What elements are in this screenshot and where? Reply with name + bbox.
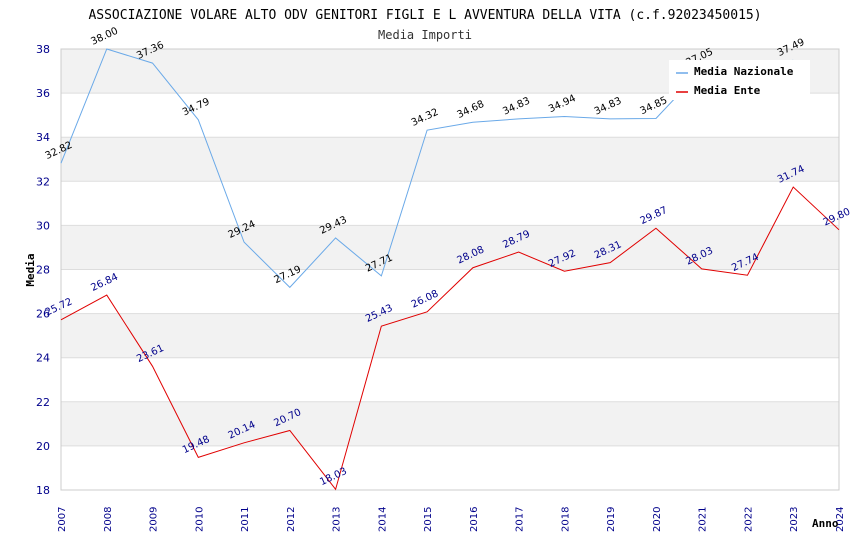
series-line (60, 186, 840, 491)
x-tick-label: 2019 (606, 507, 617, 532)
plot-band (61, 401, 839, 446)
x-tick-label: 2009 (149, 507, 160, 532)
x-tick-label: 2007 (57, 507, 68, 532)
y-tick-label: 32 (36, 175, 50, 188)
plot-bands (61, 49, 839, 490)
x-tick-label: 2008 (103, 507, 114, 532)
plot-band (61, 137, 839, 182)
y-tick-label: 30 (36, 219, 50, 232)
plot-band (61, 93, 839, 138)
y-axis-label: Media (24, 253, 37, 286)
plot-band (61, 225, 839, 270)
data-label: 38.00 (89, 26, 120, 48)
plot-band (61, 269, 839, 314)
x-tick-label: 2018 (560, 507, 571, 532)
legend-background (669, 60, 810, 100)
x-tick-label: 2013 (332, 507, 343, 532)
x-tick-label: 2016 (469, 507, 480, 532)
series-line (60, 48, 794, 289)
legend-label-media-ente: Media Ente (694, 84, 761, 97)
plot-border (60, 48, 840, 491)
y-tick-label: 20 (36, 440, 50, 453)
series-lines (60, 48, 840, 491)
legend-label-media-nazionale: Media Nazionale (694, 65, 794, 78)
y-tick-label: 38 (36, 43, 50, 56)
x-tick-label: 2024 (835, 507, 846, 532)
y-tick-label: 18 (36, 484, 50, 497)
x-tick-label: 2011 (240, 507, 251, 532)
x-axis-ticks: 2007 2008 2009 2010 2011 2012 2013 2014 2015 2016… (57, 507, 846, 532)
x-tick-label: 2014 (377, 507, 388, 532)
x-tick-label: 2022 (743, 507, 754, 532)
x-tick-label: 2020 (652, 507, 663, 532)
plot-band (61, 181, 839, 226)
plot-band (61, 445, 839, 490)
y-tick-label: 28 (36, 264, 50, 277)
x-tick-label: 2023 (789, 507, 800, 532)
y-tick-label: 26 (36, 308, 50, 321)
x-tick-label: 2012 (286, 507, 297, 532)
chart-subtitle: Media Importi (378, 28, 472, 42)
y-tick-label: 22 (36, 396, 50, 409)
y-tick-label: 24 (36, 352, 50, 365)
x-tick-label: 2015 (423, 507, 434, 532)
legend: Media Nazionale Media Ente (669, 60, 810, 100)
x-axis-label: Anno (812, 517, 839, 530)
x-tick-label: 2021 (698, 507, 709, 532)
y-tick-label: 34 (36, 131, 50, 144)
x-tick-label: 2010 (194, 507, 205, 532)
y-axis-ticks: 18 20 22 24 26 28 30 32 34 36 38 (36, 43, 50, 497)
x-tick-label: 2017 (515, 507, 526, 532)
chart-title: ASSOCIAZIONE VOLARE ALTO ODV GENITORI FI… (88, 8, 761, 23)
plot-band (61, 313, 839, 358)
grid-lines (60, 48, 840, 491)
y-tick-label: 36 (36, 87, 50, 100)
plot-band (61, 357, 839, 402)
